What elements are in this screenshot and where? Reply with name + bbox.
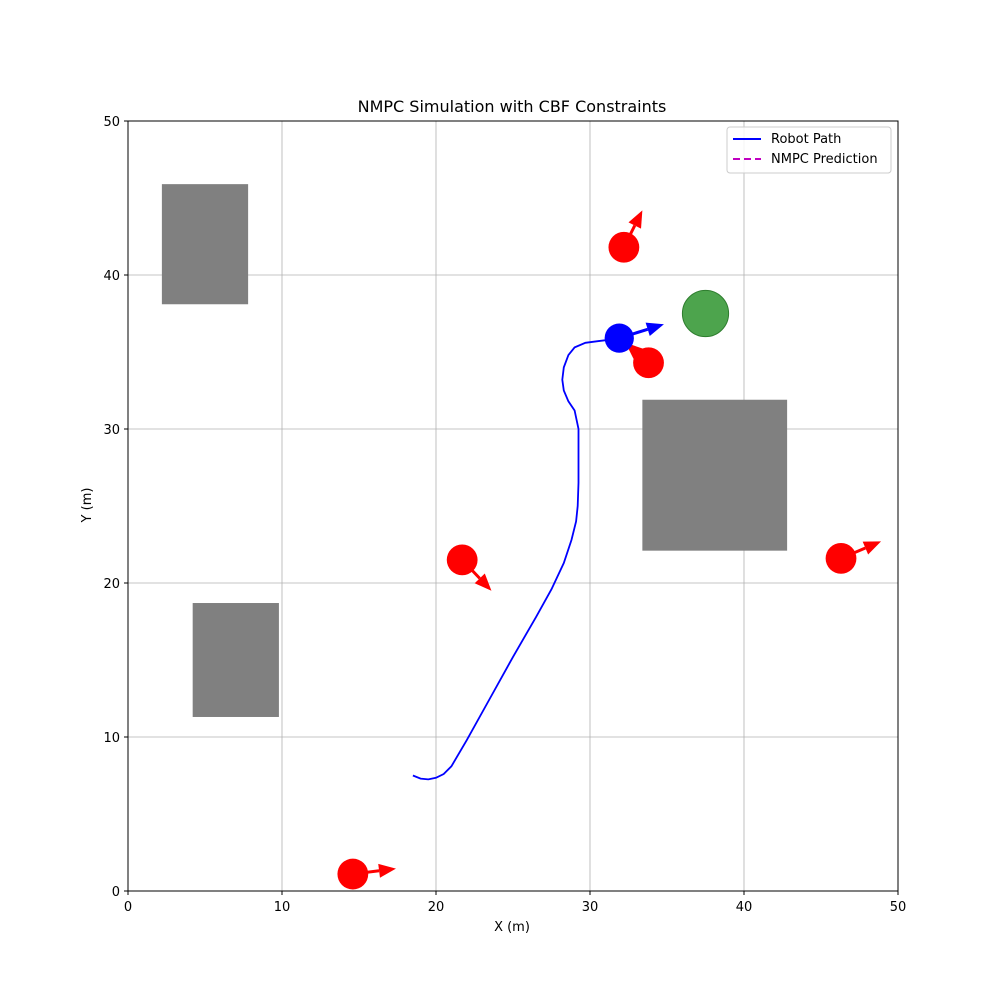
robot-path-layer bbox=[412, 289, 730, 781]
static-obstacle bbox=[642, 399, 788, 551]
x-tick-label: 20 bbox=[428, 900, 445, 915]
x-tick-label: 40 bbox=[736, 900, 753, 915]
y-tick-label: 30 bbox=[103, 423, 120, 438]
y-tick-label: 0 bbox=[112, 885, 120, 900]
goal-marker bbox=[681, 289, 730, 338]
static-obstacle bbox=[192, 603, 279, 717]
legend-label: Robot Path bbox=[771, 132, 841, 147]
dynamic-obstacle-velocity-arrow-head bbox=[628, 210, 643, 229]
dynamic-obstacle-velocity-arrow-head bbox=[378, 863, 396, 878]
static-obstacles bbox=[161, 184, 788, 717]
robot-heading-arrow-head bbox=[645, 322, 664, 337]
dynamic-obstacle bbox=[446, 544, 478, 576]
dynamic-obstacle bbox=[633, 347, 664, 379]
x-tick-label: 10 bbox=[274, 900, 291, 915]
robot-marker bbox=[604, 323, 634, 353]
y-tick-label: 10 bbox=[103, 731, 120, 746]
dynamic-obstacle bbox=[608, 231, 640, 263]
axes: 0 10 20 30 40 50 0 10 20 30 40 50 bbox=[103, 115, 906, 915]
chart-title: NMPC Simulation with CBF Constraints bbox=[358, 97, 667, 116]
robot-path-line bbox=[412, 337, 620, 781]
static-obstacle bbox=[161, 184, 249, 305]
x-tick-label: 0 bbox=[124, 900, 132, 915]
dynamic-obstacle-velocity-arrow-head bbox=[862, 541, 882, 555]
x-tick-label: 30 bbox=[582, 900, 599, 915]
legend-label: NMPC Prediction bbox=[771, 152, 878, 167]
dynamic-obstacle bbox=[337, 858, 369, 890]
dynamic-obstacle bbox=[825, 542, 857, 574]
y-axis-label: Y (m) bbox=[80, 488, 95, 524]
x-axis-label: X (m) bbox=[494, 920, 530, 935]
x-tick-label: 50 bbox=[890, 900, 907, 915]
plot-frame bbox=[127, 120, 899, 892]
y-tick-label: 50 bbox=[103, 115, 120, 130]
dynamic-obstacle-velocity-arrow-head bbox=[474, 573, 492, 591]
dynamic-obstacles bbox=[337, 210, 882, 890]
y-tick-label: 20 bbox=[103, 577, 120, 592]
legend: Robot Path NMPC Prediction bbox=[726, 126, 892, 174]
legend-box bbox=[726, 126, 892, 174]
y-tick-label: 40 bbox=[103, 269, 120, 284]
